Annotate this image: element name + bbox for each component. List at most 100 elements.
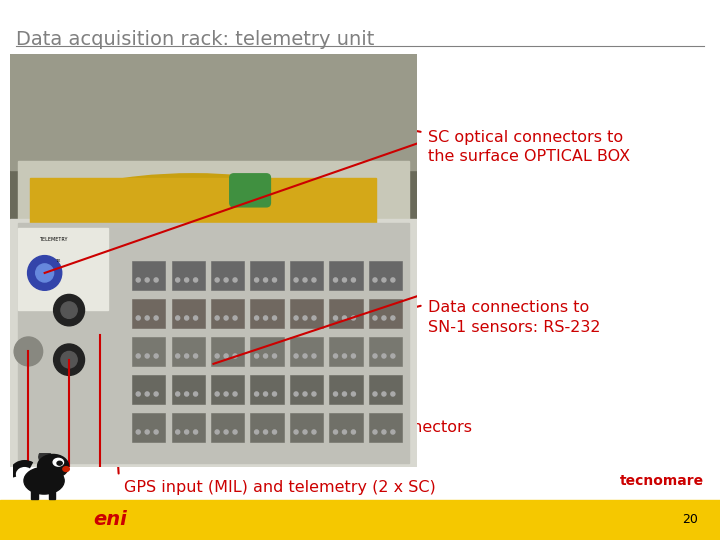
- Circle shape: [391, 316, 395, 320]
- Text: 20: 20: [683, 513, 698, 526]
- Circle shape: [312, 430, 316, 434]
- Circle shape: [194, 354, 197, 358]
- Circle shape: [184, 392, 189, 396]
- FancyBboxPatch shape: [369, 260, 402, 291]
- Circle shape: [312, 354, 316, 358]
- FancyBboxPatch shape: [211, 260, 244, 291]
- Circle shape: [233, 354, 237, 358]
- Circle shape: [145, 278, 149, 282]
- Circle shape: [224, 354, 228, 358]
- Circle shape: [255, 392, 258, 396]
- FancyBboxPatch shape: [132, 336, 166, 366]
- FancyBboxPatch shape: [211, 299, 244, 328]
- Circle shape: [36, 264, 53, 282]
- FancyBboxPatch shape: [330, 375, 363, 404]
- Circle shape: [382, 278, 386, 282]
- Circle shape: [136, 392, 140, 396]
- FancyBboxPatch shape: [330, 336, 363, 366]
- FancyBboxPatch shape: [369, 336, 402, 366]
- FancyBboxPatch shape: [171, 299, 205, 328]
- Circle shape: [333, 316, 338, 320]
- FancyBboxPatch shape: [369, 299, 402, 328]
- Circle shape: [312, 316, 316, 320]
- Circle shape: [145, 392, 149, 396]
- Circle shape: [373, 430, 377, 434]
- FancyBboxPatch shape: [171, 260, 205, 291]
- Ellipse shape: [39, 451, 52, 464]
- Circle shape: [272, 392, 276, 396]
- Circle shape: [351, 392, 356, 396]
- Circle shape: [136, 430, 140, 434]
- FancyBboxPatch shape: [230, 174, 271, 207]
- Bar: [10, 54, 417, 170]
- Circle shape: [233, 392, 237, 396]
- Circle shape: [351, 354, 356, 358]
- Circle shape: [37, 455, 68, 478]
- Circle shape: [194, 430, 197, 434]
- Circle shape: [145, 430, 149, 434]
- Circle shape: [233, 278, 237, 282]
- Circle shape: [264, 316, 268, 320]
- Circle shape: [136, 354, 140, 358]
- Circle shape: [272, 278, 276, 282]
- Circle shape: [233, 430, 237, 434]
- Circle shape: [154, 278, 158, 282]
- Circle shape: [61, 352, 77, 368]
- Circle shape: [194, 316, 197, 320]
- FancyBboxPatch shape: [251, 260, 284, 291]
- Circle shape: [233, 316, 237, 320]
- Circle shape: [184, 278, 189, 282]
- Ellipse shape: [51, 174, 336, 248]
- Text: Underwater LAN RJ45 connectors: Underwater LAN RJ45 connectors: [205, 420, 472, 435]
- Circle shape: [14, 337, 42, 366]
- Circle shape: [53, 344, 84, 375]
- Bar: [18, 224, 409, 463]
- Circle shape: [224, 278, 228, 282]
- FancyBboxPatch shape: [330, 260, 363, 291]
- Circle shape: [382, 430, 386, 434]
- Circle shape: [224, 430, 228, 434]
- Circle shape: [382, 316, 386, 320]
- Circle shape: [264, 430, 268, 434]
- Circle shape: [312, 392, 316, 396]
- Circle shape: [343, 278, 346, 282]
- Circle shape: [194, 392, 197, 396]
- Circle shape: [61, 302, 77, 319]
- Circle shape: [303, 278, 307, 282]
- FancyBboxPatch shape: [171, 336, 205, 366]
- Circle shape: [373, 278, 377, 282]
- Circle shape: [272, 354, 276, 358]
- FancyBboxPatch shape: [251, 413, 284, 442]
- FancyBboxPatch shape: [211, 336, 244, 366]
- Circle shape: [391, 430, 395, 434]
- Circle shape: [312, 278, 316, 282]
- Text: 220 VAC: 220 VAC: [37, 452, 105, 467]
- Circle shape: [154, 354, 158, 358]
- FancyBboxPatch shape: [251, 299, 284, 328]
- Circle shape: [351, 430, 356, 434]
- Circle shape: [343, 316, 346, 320]
- Circle shape: [373, 354, 377, 358]
- FancyBboxPatch shape: [251, 336, 284, 366]
- Text: Data acquisition rack: telemetry unit: Data acquisition rack: telemetry unit: [16, 30, 374, 49]
- Circle shape: [184, 354, 189, 358]
- Circle shape: [272, 430, 276, 434]
- Circle shape: [303, 430, 307, 434]
- Circle shape: [215, 392, 219, 396]
- Circle shape: [215, 430, 219, 434]
- FancyBboxPatch shape: [290, 260, 323, 291]
- Text: TX: TX: [55, 259, 60, 262]
- Circle shape: [154, 392, 158, 396]
- FancyBboxPatch shape: [290, 336, 323, 366]
- Circle shape: [333, 354, 338, 358]
- Circle shape: [343, 430, 346, 434]
- Text: SC optical connectors to
the surface OPTICAL BOX: SC optical connectors to the surface OPT…: [428, 130, 631, 164]
- Circle shape: [264, 354, 268, 358]
- Bar: [49, 485, 55, 499]
- Circle shape: [53, 294, 84, 326]
- Circle shape: [255, 430, 258, 434]
- Circle shape: [303, 392, 307, 396]
- Circle shape: [224, 316, 228, 320]
- Circle shape: [391, 278, 395, 282]
- Text: eni: eni: [94, 510, 127, 529]
